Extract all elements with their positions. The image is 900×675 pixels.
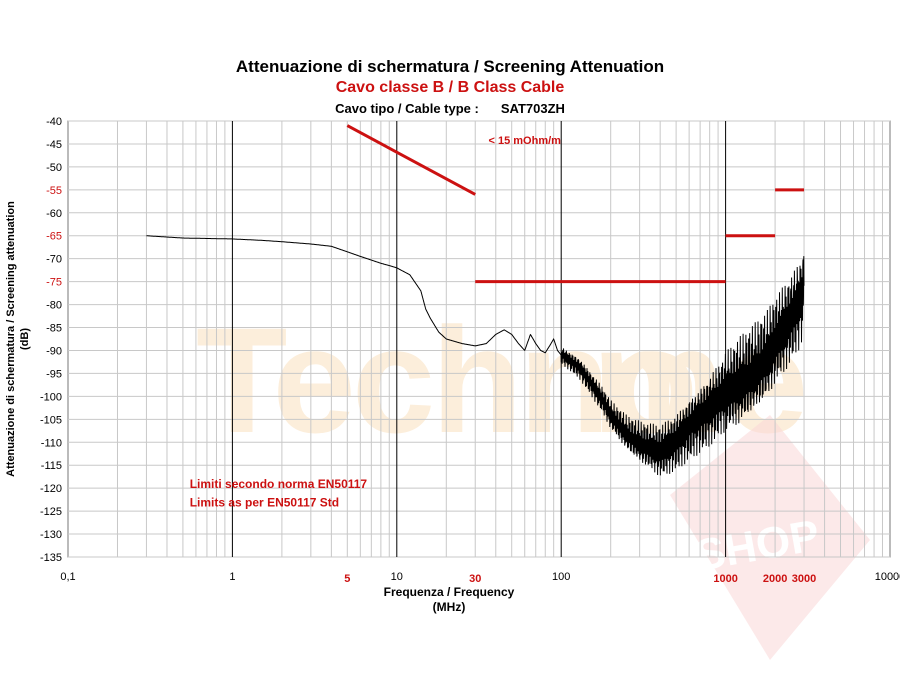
- watermark-word: Techno: [196, 296, 694, 464]
- limit-annotation: < 15 mOhm/m: [489, 135, 562, 147]
- y-tick-label: -45: [46, 139, 62, 151]
- cable-type-value: SAT703ZH: [500, 101, 565, 116]
- limit-line: [346, 124, 476, 196]
- norm-annotation: Limiti secondo norma EN50117: [190, 477, 368, 491]
- limit-lines: [346, 124, 805, 284]
- watermark-diamond: [670, 415, 870, 660]
- chart-title: Attenuazione di schermatura / Screening …: [235, 57, 665, 76]
- x-tick-label: 10000: [875, 571, 900, 583]
- y-axis-title: Attenuazione di schermatura / Screening …: [5, 201, 17, 477]
- y-tick-label: -125: [40, 506, 62, 518]
- y-tick-label: -65: [46, 231, 62, 243]
- attenuation-trace: [146, 235, 805, 476]
- y-tick-label: -50: [46, 162, 62, 174]
- y-tick-label: -70: [46, 254, 62, 266]
- x-red-tick-label: 3000: [792, 573, 816, 585]
- y-tick-label: -95: [46, 368, 62, 380]
- y-tick-label: -90: [46, 345, 62, 357]
- cable-type-label: Cavo tipo / Cable type :: [335, 101, 479, 116]
- y-tick-labels: -40 -45 -50 -55 -60 -65 -70 -75 -80 -85 -90 -95 -100…: [40, 116, 62, 564]
- y-tick-label: -60: [46, 208, 62, 220]
- x-tick-label: 0,1: [60, 571, 75, 583]
- y-tick-label: -105: [40, 414, 62, 426]
- y-tick-label: -80: [46, 300, 62, 312]
- x-tick-label: 10: [391, 571, 403, 583]
- y-tick-label: -120: [40, 483, 62, 495]
- chart-subtitle: Cavo classe B / B Class Cable: [335, 79, 565, 96]
- x-tick-label: 1: [229, 571, 235, 583]
- y-tick-label: -130: [40, 529, 62, 541]
- x-red-tick-label: 5: [344, 573, 350, 585]
- x-axis-unit: (MHz): [433, 600, 466, 614]
- y-axis-unit: (dB): [19, 328, 31, 350]
- x-red-tick-label: 1000: [713, 573, 737, 585]
- y-tick-label: -40: [46, 116, 62, 128]
- y-tick-label: -110: [41, 437, 62, 449]
- cable-type-line: Cavo tipo / Cable type : SAT703ZH: [0, 101, 900, 116]
- x-red-tick-label: 30: [469, 573, 481, 585]
- y-tick-label: -100: [40, 391, 62, 403]
- norm-annotation: Limits as per EN50117 Std: [190, 496, 339, 510]
- y-tick-label: -75: [46, 277, 62, 289]
- x-axis-title: Frequenza / Frequency: [384, 585, 515, 599]
- y-tick-label: -135: [40, 552, 62, 564]
- x-tick-labels: 0,1 1 10 100 10000 5 30 1000 2000 3000: [60, 571, 900, 585]
- y-tick-label: -115: [41, 460, 62, 472]
- y-tick-label: -55: [46, 185, 62, 197]
- x-red-tick-label: 2000: [763, 573, 787, 585]
- x-tick-label: 100: [552, 571, 570, 583]
- y-tick-label: -85: [46, 323, 62, 335]
